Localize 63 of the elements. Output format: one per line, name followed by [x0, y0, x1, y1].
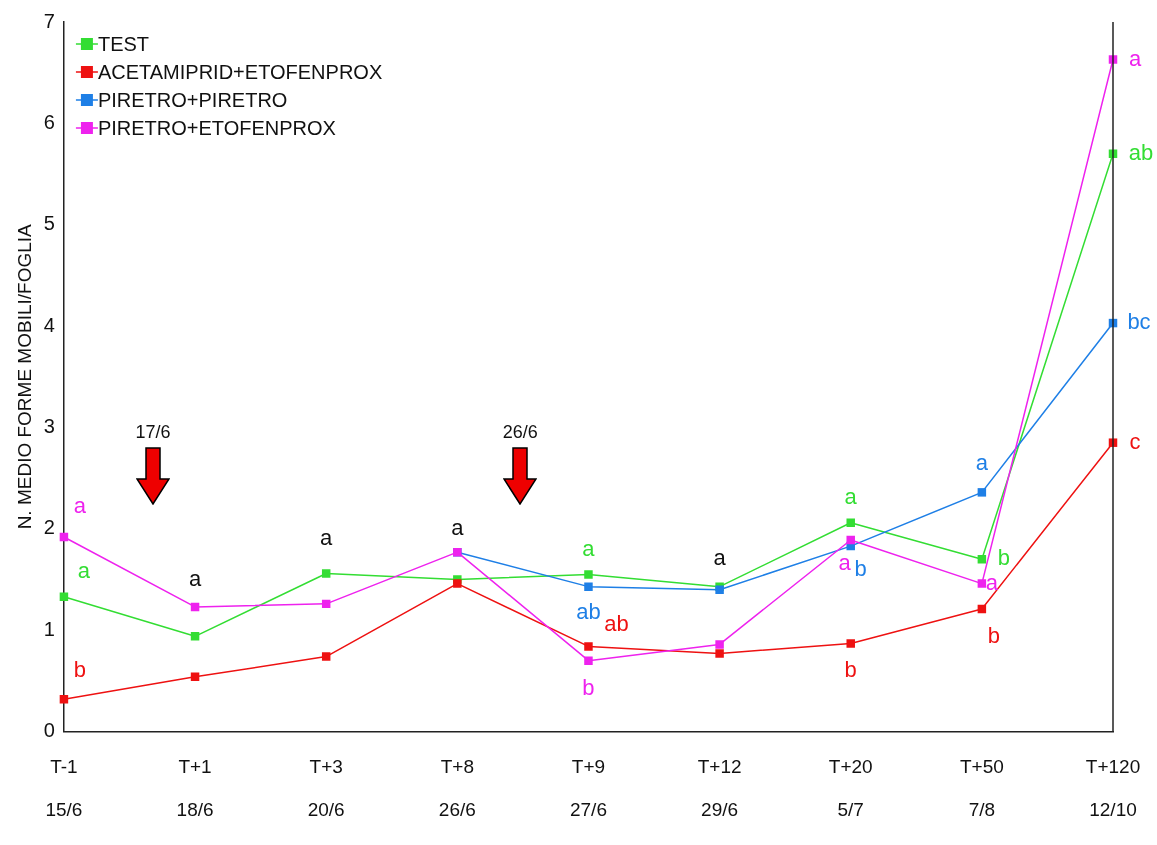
legend-label: PIRETRO+PIRETRO: [97, 88, 288, 111]
point: [846, 518, 855, 528]
x-tick-label: T+120 12/10: [1085, 755, 1141, 821]
data-label: ab: [604, 610, 629, 636]
point: [584, 582, 593, 591]
y-tick-label: 2: [43, 516, 55, 539]
y-tick-label: 6: [43, 110, 55, 133]
point: [715, 640, 724, 649]
data-label: b: [582, 674, 595, 700]
legend-label: ACETAMIPRID+ETOFENPROX: [97, 60, 383, 83]
data-label: bc: [1127, 309, 1151, 335]
annotation: a: [320, 525, 334, 551]
data-label: b: [997, 545, 1010, 571]
point: [715, 649, 724, 658]
point: [584, 642, 593, 651]
annotation: a: [188, 565, 202, 591]
annotation: 17/6: [135, 421, 171, 442]
data-label: b: [844, 657, 857, 683]
data-label: a: [582, 535, 596, 561]
legend-label: TEST: [97, 32, 150, 55]
x-tick-label: T+8 26/6: [438, 755, 476, 821]
data-label: ab: [576, 598, 601, 624]
y-tick-label: 3: [43, 415, 55, 437]
x-tick-label: T-1 15/6: [45, 755, 83, 821]
point: [584, 656, 593, 665]
point: [977, 488, 987, 497]
point: [453, 579, 462, 588]
y-tick-label: 4: [43, 313, 55, 336]
data-label: b: [854, 556, 867, 582]
data-label: a: [73, 493, 87, 519]
point: [846, 639, 855, 648]
x-tick-label: T+9 27/6: [569, 755, 607, 821]
data-label: c: [1129, 428, 1141, 454]
point: [977, 555, 987, 564]
x-tick-label: T+50 7/8: [959, 755, 1004, 821]
data-label: a: [838, 550, 852, 576]
data-label: a: [844, 483, 858, 509]
x-tick-label: T+3 20/6: [307, 755, 345, 821]
y-tick-label: 1: [43, 617, 55, 640]
x-tick-label: T+20 5/7: [828, 755, 873, 821]
x-tick-label: T+1 18/6: [176, 755, 214, 821]
point: [584, 570, 593, 579]
y-axis-title: N. MEDIO FORME MOBILI/FOGLIA: [13, 223, 35, 530]
y-tick-label: 7: [43, 9, 55, 32]
point: [190, 632, 200, 641]
data-label: a: [77, 557, 91, 583]
data-label: a: [1128, 45, 1142, 71]
annotation: a: [451, 514, 465, 540]
annotation: 26/6: [502, 421, 538, 442]
data-label: a: [985, 569, 999, 595]
data-label: b: [987, 623, 1000, 648]
y-tick-label: 0: [43, 719, 55, 742]
point: [321, 652, 331, 661]
data-label: ab: [1128, 139, 1154, 165]
x-tick-label: T+12 29/6: [697, 755, 742, 821]
point: [846, 535, 855, 545]
legend-label: PIRETRO+ETOFENPROX: [97, 116, 336, 139]
y-tick-label: 5: [43, 212, 55, 235]
point: [321, 569, 331, 578]
annotation: a: [713, 545, 727, 571]
data-label: b: [73, 657, 87, 683]
data-label: a: [975, 450, 989, 476]
point: [977, 579, 987, 588]
